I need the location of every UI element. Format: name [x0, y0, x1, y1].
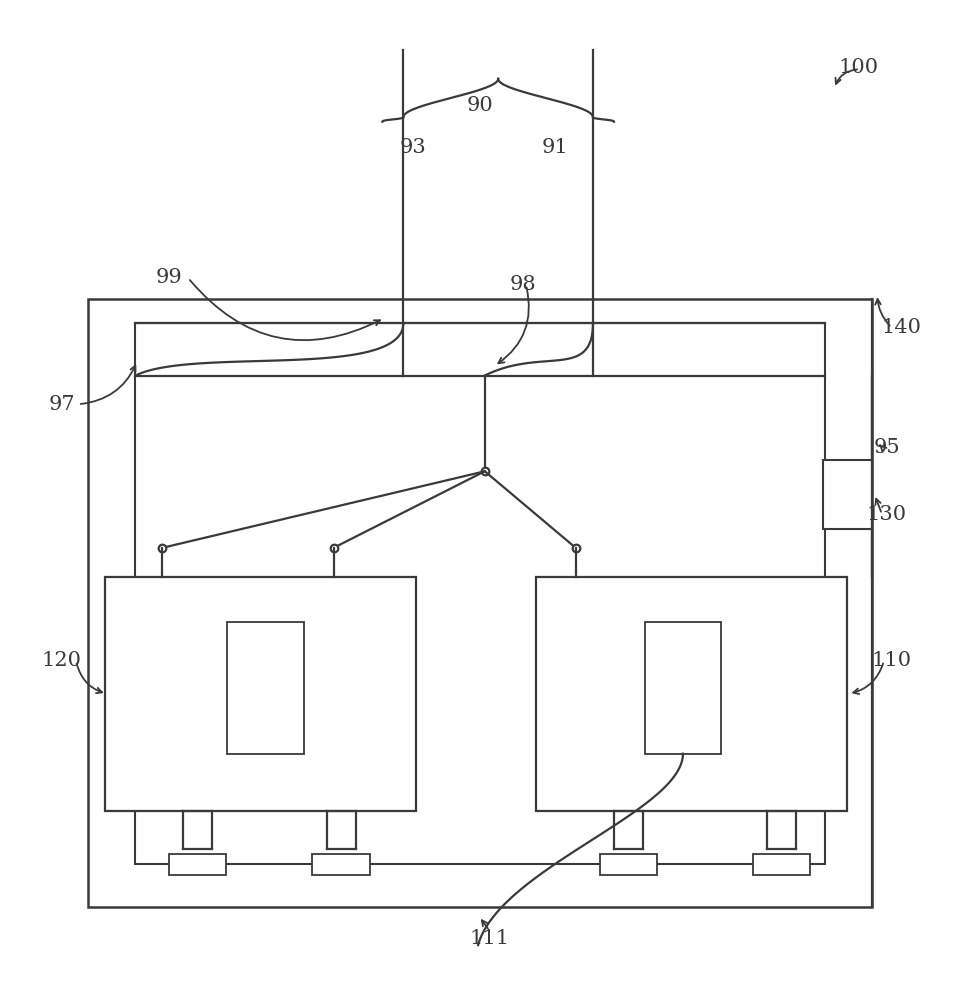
- Text: 140: 140: [881, 318, 922, 337]
- Bar: [313, 854, 370, 875]
- Text: 97: 97: [48, 395, 75, 414]
- Bar: [753, 854, 810, 875]
- Text: 98: 98: [510, 275, 537, 294]
- Bar: [169, 854, 227, 875]
- Text: 100: 100: [838, 58, 878, 77]
- Text: 110: 110: [872, 651, 912, 670]
- Text: 120: 120: [41, 651, 82, 670]
- Bar: [105, 577, 416, 811]
- Bar: [600, 854, 657, 875]
- Text: 91: 91: [541, 138, 568, 157]
- Bar: [87, 299, 873, 907]
- Text: 99: 99: [156, 268, 182, 287]
- Text: 111: 111: [469, 929, 510, 948]
- Bar: [645, 622, 721, 754]
- Text: 90: 90: [467, 96, 493, 115]
- Text: 93: 93: [399, 138, 426, 157]
- Text: 130: 130: [867, 505, 907, 524]
- Bar: [228, 622, 304, 754]
- Text: 95: 95: [874, 438, 900, 457]
- Bar: [135, 323, 825, 864]
- Bar: [536, 577, 847, 811]
- Bar: [823, 460, 873, 529]
